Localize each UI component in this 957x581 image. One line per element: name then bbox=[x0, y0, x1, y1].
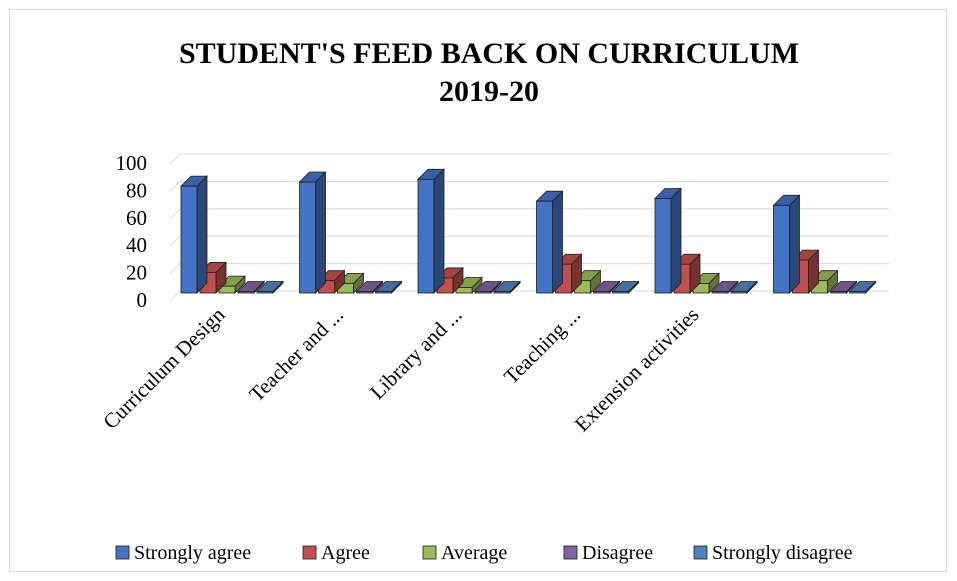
bar-strongly-agree bbox=[417, 168, 445, 294]
bar-strongly-disagree bbox=[611, 280, 640, 294]
y-tick-label: 100 bbox=[116, 151, 148, 175]
bar-strongly-agree bbox=[535, 190, 564, 294]
category-label: Extension activities bbox=[570, 303, 704, 437]
y-tick-label: 0 bbox=[137, 288, 148, 312]
legend-label: Agree bbox=[321, 542, 370, 564]
gridline-depth bbox=[169, 235, 181, 247]
y-tick-label: 80 bbox=[126, 178, 147, 202]
chart-title: STUDENT'S FEED BACK ON CURRICULUM bbox=[179, 37, 799, 70]
bars bbox=[180, 168, 877, 294]
bar-strongly-disagree bbox=[374, 280, 403, 294]
legend: Strongly agree Agree Average Disagree Strong… bbox=[115, 542, 853, 564]
legend-label: Disagree bbox=[582, 542, 653, 564]
chart-frame: STUDENT'S FEED BACK ON CURRICULUM 2019-2… bbox=[9, 9, 947, 572]
legend-label: Strongly agree bbox=[134, 542, 251, 564]
legend-label: Average bbox=[441, 542, 507, 564]
bar-disagree bbox=[592, 280, 621, 294]
bar-strongly-disagree bbox=[848, 280, 877, 294]
bar-strongly-agree bbox=[180, 175, 208, 294]
x-axis-categories: Curriculum Design Teacher and ... Library … bbox=[98, 302, 703, 436]
gridline-depth bbox=[169, 153, 181, 165]
legend-swatch bbox=[302, 545, 317, 560]
legend-swatch bbox=[115, 545, 130, 560]
bar-disagree bbox=[474, 280, 502, 294]
bar-disagree bbox=[355, 280, 384, 294]
gridline-depth bbox=[169, 263, 181, 274]
y-tick-label: 60 bbox=[126, 206, 147, 230]
bar-strongly-agree bbox=[654, 187, 682, 294]
bar-disagree bbox=[237, 280, 265, 294]
gridlines bbox=[169, 153, 889, 302]
legend-swatch bbox=[693, 545, 708, 560]
y-axis-ticks: 0 20 40 60 80 100 bbox=[116, 151, 148, 312]
category-label: Teacher and ... bbox=[244, 303, 348, 407]
legend-swatch bbox=[563, 545, 578, 560]
legend-label: Strongly disagree bbox=[712, 542, 853, 564]
category-label: Curriculum Design bbox=[98, 302, 230, 434]
gridline-depth bbox=[169, 290, 181, 302]
bar-strongly-disagree bbox=[256, 280, 284, 294]
gridline-depth bbox=[169, 208, 181, 220]
bar-disagree bbox=[711, 280, 739, 294]
y-tick-label: 40 bbox=[126, 233, 147, 257]
bar-disagree bbox=[829, 280, 858, 294]
bar-strongly-agree bbox=[298, 171, 327, 294]
category-label: Library and ... bbox=[365, 303, 467, 405]
category-label: Teaching ... bbox=[499, 303, 585, 389]
bar-strongly-disagree bbox=[493, 280, 521, 294]
gridline-depth bbox=[169, 181, 181, 192]
feedback-bar-chart: STUDENT'S FEED BACK ON CURRICULUM 2019-2… bbox=[98, 37, 889, 564]
y-tick-label: 20 bbox=[126, 261, 147, 285]
chart-subtitle: 2019-20 bbox=[439, 75, 539, 108]
bar-strongly-agree bbox=[772, 194, 801, 294]
bar-strongly-disagree bbox=[730, 280, 758, 294]
legend-swatch bbox=[422, 545, 437, 560]
